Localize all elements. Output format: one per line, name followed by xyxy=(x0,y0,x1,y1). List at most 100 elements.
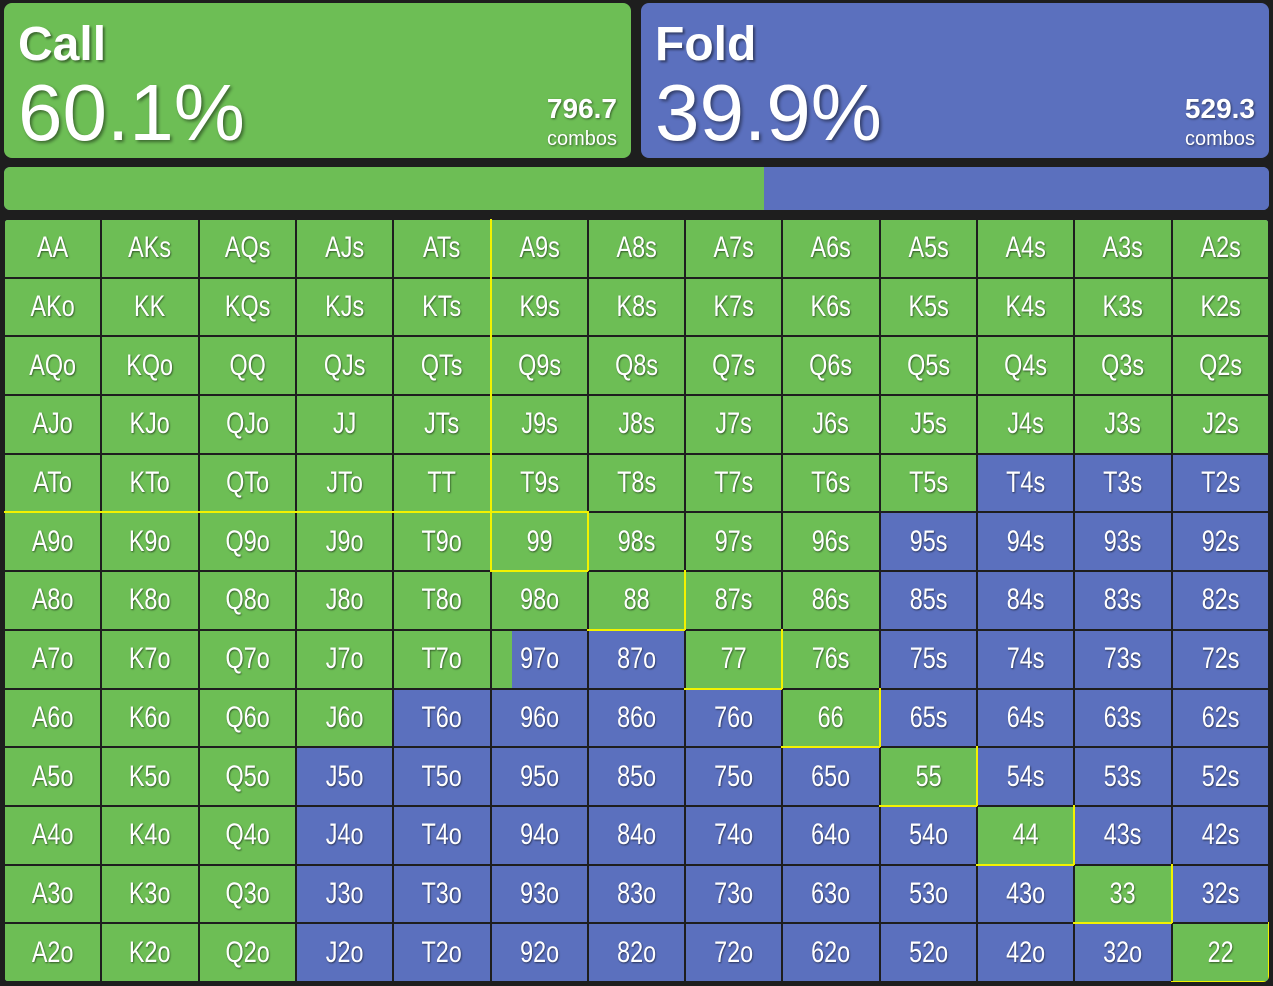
call-action-panel[interactable]: Call 60.1% 796.7 combos xyxy=(4,3,631,158)
hand-cell-42s[interactable]: 42s xyxy=(1172,806,1268,864)
hand-cell-65o[interactable]: 65o xyxy=(783,748,879,805)
hand-cell-K4s[interactable]: K4s xyxy=(978,278,1074,336)
hand-cell-AKo[interactable]: AKo xyxy=(5,278,101,336)
hand-cell-64o[interactable]: 64o xyxy=(783,806,879,864)
hand-cell-ATo[interactable]: ATo xyxy=(5,454,101,512)
hand-cell-QJs[interactable]: QJs xyxy=(296,337,393,395)
hand-cell-Q3s[interactable]: Q3s xyxy=(1075,337,1171,395)
hand-cell-85o[interactable]: 85o xyxy=(588,748,685,805)
hand-cell-Q9o[interactable]: Q9o xyxy=(199,513,295,571)
hand-cell-T6o[interactable]: T6o xyxy=(394,689,490,747)
hand-cell-K9o[interactable]: K9o xyxy=(102,513,198,571)
hand-cell-K3s[interactable]: K3s xyxy=(1075,278,1171,336)
hand-cell-AJo[interactable]: AJo xyxy=(5,396,101,453)
hand-cell-43s[interactable]: 43s xyxy=(1075,806,1171,864)
hand-cell-T3s[interactable]: T3s xyxy=(1075,454,1171,512)
hand-cell-87o[interactable]: 87o xyxy=(588,630,685,688)
fold-action-panel[interactable]: Fold 39.9% 529.3 combos xyxy=(641,3,1269,158)
hand-cell-Q6o[interactable]: Q6o xyxy=(199,689,295,747)
hand-cell-K9s[interactable]: K9s xyxy=(491,278,587,336)
hand-cell-84s[interactable]: 84s xyxy=(978,572,1074,629)
hand-cell-95s[interactable]: 95s xyxy=(880,513,977,571)
hand-cell-ATs[interactable]: ATs xyxy=(394,220,490,277)
hand-cell-A3o[interactable]: A3o xyxy=(5,865,101,923)
hand-cell-75s[interactable]: 75s xyxy=(880,630,977,688)
hand-cell-32s[interactable]: 32s xyxy=(1172,865,1268,923)
hand-cell-76o[interactable]: 76o xyxy=(686,689,782,747)
hand-cell-T3o[interactable]: T3o xyxy=(394,865,490,923)
hand-cell-T5s[interactable]: T5s xyxy=(880,454,977,512)
hand-cell-K2s[interactable]: K2s xyxy=(1172,278,1268,336)
hand-cell-A5s[interactable]: A5s xyxy=(880,220,977,277)
hand-cell-J5o[interactable]: J5o xyxy=(296,748,393,805)
hand-cell-J4o[interactable]: J4o xyxy=(296,806,393,864)
hand-cell-82o[interactable]: 82o xyxy=(588,924,685,981)
hand-cell-J9s[interactable]: J9s xyxy=(491,396,587,453)
hand-cell-84o[interactable]: 84o xyxy=(588,806,685,864)
hand-cell-77[interactable]: 77 xyxy=(686,630,782,688)
hand-cell-JJ[interactable]: JJ xyxy=(296,396,393,453)
hand-cell-76s[interactable]: 76s xyxy=(783,630,879,688)
hand-cell-Q4o[interactable]: Q4o xyxy=(199,806,295,864)
hand-cell-66[interactable]: 66 xyxy=(783,689,879,747)
hand-cell-T7o[interactable]: T7o xyxy=(394,630,490,688)
hand-cell-JTo[interactable]: JTo xyxy=(296,454,393,512)
hand-cell-86s[interactable]: 86s xyxy=(783,572,879,629)
hand-cell-93s[interactable]: 93s xyxy=(1075,513,1171,571)
hand-cell-74s[interactable]: 74s xyxy=(978,630,1074,688)
hand-cell-82s[interactable]: 82s xyxy=(1172,572,1268,629)
hand-cell-K5o[interactable]: K5o xyxy=(102,748,198,805)
hand-cell-A8o[interactable]: A8o xyxy=(5,572,101,629)
hand-cell-KJs[interactable]: KJs xyxy=(296,278,393,336)
hand-cell-J4s[interactable]: J4s xyxy=(978,396,1074,453)
hand-cell-93o[interactable]: 93o xyxy=(491,865,587,923)
hand-cell-T8o[interactable]: T8o xyxy=(394,572,490,629)
hand-cell-22[interactable]: 22 xyxy=(1172,924,1268,981)
hand-cell-54o[interactable]: 54o xyxy=(880,806,977,864)
hand-cell-K6o[interactable]: K6o xyxy=(102,689,198,747)
hand-cell-K8o[interactable]: K8o xyxy=(102,572,198,629)
hand-cell-64s[interactable]: 64s xyxy=(978,689,1074,747)
hand-cell-95o[interactable]: 95o xyxy=(491,748,587,805)
hand-cell-QJo[interactable]: QJo xyxy=(199,396,295,453)
hand-cell-AA[interactable]: AA xyxy=(5,220,101,277)
hand-cell-J7o[interactable]: J7o xyxy=(296,630,393,688)
hand-cell-T9o[interactable]: T9o xyxy=(394,513,490,571)
hand-cell-53o[interactable]: 53o xyxy=(880,865,977,923)
hand-cell-96o[interactable]: 96o xyxy=(491,689,587,747)
hand-cell-94s[interactable]: 94s xyxy=(978,513,1074,571)
hand-cell-J8o[interactable]: J8o xyxy=(296,572,393,629)
hand-cell-94o[interactable]: 94o xyxy=(491,806,587,864)
hand-cell-QTo[interactable]: QTo xyxy=(199,454,295,512)
hand-cell-62o[interactable]: 62o xyxy=(783,924,879,981)
hand-cell-T6s[interactable]: T6s xyxy=(783,454,879,512)
hand-cell-KTs[interactable]: KTs xyxy=(394,278,490,336)
hand-cell-T2o[interactable]: T2o xyxy=(394,924,490,981)
hand-cell-73o[interactable]: 73o xyxy=(686,865,782,923)
hand-cell-Q3o[interactable]: Q3o xyxy=(199,865,295,923)
hand-cell-Q4s[interactable]: Q4s xyxy=(978,337,1074,395)
hand-cell-Q5o[interactable]: Q5o xyxy=(199,748,295,805)
hand-cell-32o[interactable]: 32o xyxy=(1075,924,1171,981)
hand-cell-97o[interactable]: 97o xyxy=(491,630,587,688)
hand-cell-99[interactable]: 99 xyxy=(491,513,587,571)
hand-cell-Q7s[interactable]: Q7s xyxy=(686,337,782,395)
hand-cell-KQo[interactable]: KQo xyxy=(102,337,198,395)
hand-cell-TT[interactable]: TT xyxy=(394,454,490,512)
hand-cell-T4s[interactable]: T4s xyxy=(978,454,1074,512)
hand-cell-92s[interactable]: 92s xyxy=(1172,513,1268,571)
hand-cell-KTo[interactable]: KTo xyxy=(102,454,198,512)
hand-cell-T5o[interactable]: T5o xyxy=(394,748,490,805)
hand-cell-Q8o[interactable]: Q8o xyxy=(199,572,295,629)
hand-cell-K5s[interactable]: K5s xyxy=(880,278,977,336)
hand-cell-K6s[interactable]: K6s xyxy=(783,278,879,336)
hand-cell-Q7o[interactable]: Q7o xyxy=(199,630,295,688)
hand-cell-54s[interactable]: 54s xyxy=(978,748,1074,805)
hand-cell-QTs[interactable]: QTs xyxy=(394,337,490,395)
hand-cell-85s[interactable]: 85s xyxy=(880,572,977,629)
hand-cell-A7o[interactable]: A7o xyxy=(5,630,101,688)
hand-cell-52o[interactable]: 52o xyxy=(880,924,977,981)
hand-cell-Q9s[interactable]: Q9s xyxy=(491,337,587,395)
hand-cell-AJs[interactable]: AJs xyxy=(296,220,393,277)
hand-cell-A8s[interactable]: A8s xyxy=(588,220,685,277)
